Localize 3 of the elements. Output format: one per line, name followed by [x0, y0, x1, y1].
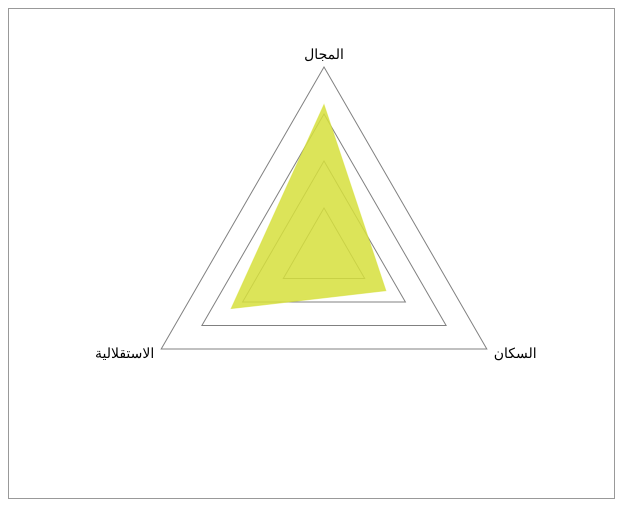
spoke-label: المجال	[304, 47, 344, 63]
spoke-label: الاستقلالية	[94, 346, 154, 362]
spoke-label: السكان	[494, 346, 537, 362]
